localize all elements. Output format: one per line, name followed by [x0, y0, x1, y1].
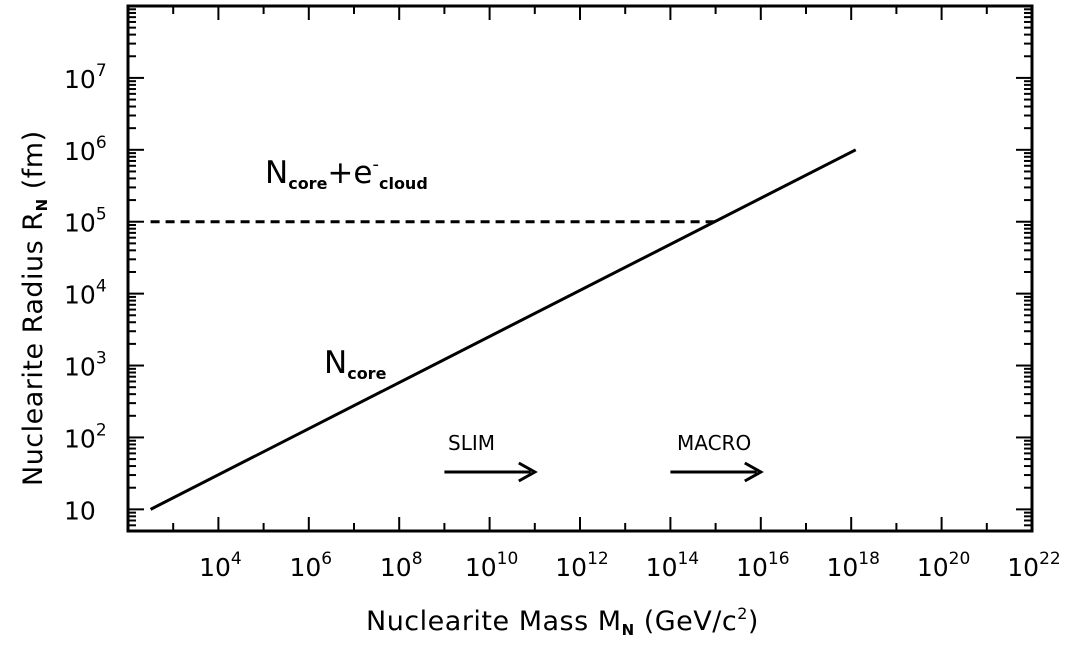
anno-cloud-minus: -: [372, 154, 379, 175]
x-tick-label-base: 10: [380, 553, 412, 582]
x-tick-label-exp: 18: [858, 549, 880, 569]
x-tick-label: 1010: [465, 549, 518, 582]
y-tick-label-exp: 7: [96, 61, 107, 81]
y-tick-label: 105: [64, 205, 107, 238]
y-tick-label-base: 10: [64, 137, 96, 166]
x-tick-label-exp: 14: [677, 549, 699, 569]
x-tick-label-base: 10: [826, 553, 858, 582]
x-tick-label-exp: 12: [587, 549, 609, 569]
axis-ticks: 104 106 108 1010 1012 1014 1016 1018 1020 1022101…: [64, 5, 1061, 582]
x-axis-label-unit-end: ): [747, 606, 759, 637]
y-axis-label: Nuclearite Radius RN (fm): [18, 130, 51, 486]
x-tick-label-exp: 6: [321, 549, 332, 569]
anno-cloud-plus-e: +e: [327, 155, 373, 191]
x-tick-label-base: 10: [289, 553, 321, 582]
y-tick-label-exp: 2: [96, 420, 107, 440]
anno-cloud-core: core: [288, 174, 328, 193]
y-tick-label-exp: 4: [96, 277, 107, 297]
annotation-core-plus-cloud: Ncore+e-cloud: [265, 154, 428, 193]
x-tick-label: 1020: [917, 549, 970, 582]
y-tick-label: 106: [64, 133, 107, 166]
x-tick-label: 108: [380, 549, 423, 582]
series-layer: [149, 148, 857, 511]
x-tick-label-base: 10: [1007, 553, 1039, 582]
slim-arrow-head: [518, 461, 538, 483]
x-tick-label: 1016: [736, 549, 789, 582]
y-tick-label-exp: 3: [96, 349, 107, 369]
x-tick-label: 1018: [826, 549, 879, 582]
y-axis-label-text: Nuclearite Radius R: [18, 211, 49, 486]
y-tick-label: 107: [64, 61, 107, 94]
y-tick-label-base: 10: [64, 65, 96, 94]
annotation-slim: SLIM: [448, 431, 495, 455]
anno-core-n: N: [324, 345, 348, 381]
x-tick-label-exp: 4: [231, 549, 242, 569]
x-tick-label-base: 10: [199, 553, 231, 582]
x-axis-label-text: Nuclearite Mass M: [366, 606, 622, 637]
y-tick-label-base: 10: [64, 496, 96, 525]
series-line-core: [149, 148, 857, 511]
x-tick-label: 1014: [646, 549, 699, 582]
x-tick-label-exp: 10: [497, 549, 519, 569]
y-tick-label-base: 10: [64, 353, 96, 382]
arrow-layer: [444, 461, 764, 483]
x-tick-label-exp: 22: [1039, 549, 1061, 569]
x-tick-label-base: 10: [917, 553, 949, 582]
x-axis-label-unit: (GeV/c: [634, 606, 738, 637]
x-tick-label: 106: [289, 549, 332, 582]
y-axis-label-unit: (fm): [18, 130, 49, 199]
x-tick-label-base: 10: [736, 553, 768, 582]
anno-cloud-n: N: [265, 155, 289, 191]
x-axis-label: Nuclearite Mass MN (GeV/c2): [366, 604, 759, 639]
x-tick-label-exp: 20: [949, 549, 971, 569]
y-axis-label-sub: N: [33, 198, 51, 212]
y-tick-label-exp: 6: [96, 133, 107, 153]
x-tick-label: 1012: [555, 549, 608, 582]
x-tick-label-exp: 8: [412, 549, 423, 569]
y-tick-label: 10: [64, 496, 96, 525]
x-axis-label-sub: N: [621, 621, 635, 639]
x-tick-label-base: 10: [555, 553, 587, 582]
y-tick-label-base: 10: [64, 281, 96, 310]
x-tick-label-base: 10: [646, 553, 678, 582]
y-tick-label: 103: [64, 349, 107, 382]
x-axis-label-sup: 2: [737, 604, 748, 623]
anno-cloud-cloud: cloud: [378, 174, 428, 193]
y-tick-label-exp: 5: [96, 205, 107, 225]
y-tick-label: 102: [64, 420, 107, 453]
annotation-macro: MACRO: [677, 431, 752, 455]
x-tick-label-base: 10: [465, 553, 497, 582]
y-tick-label: 104: [64, 277, 107, 310]
y-tick-label-base: 10: [64, 209, 96, 238]
x-tick-label: 104: [199, 549, 242, 582]
annotation-core: Ncore: [324, 345, 387, 383]
macro-arrow-head: [744, 461, 764, 483]
y-tick-label-base: 10: [64, 424, 96, 453]
x-tick-label-exp: 16: [768, 549, 790, 569]
plot-frame: [126, 4, 1034, 533]
x-tick-label: 1022: [1007, 549, 1060, 582]
anno-core-sub: core: [347, 364, 387, 383]
